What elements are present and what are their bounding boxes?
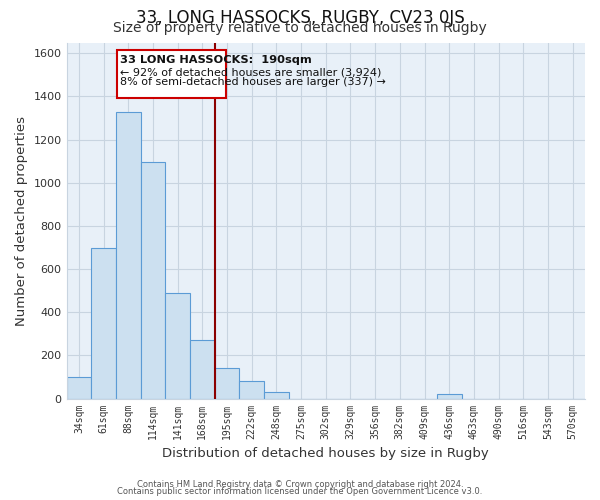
Bar — [215, 368, 239, 398]
Bar — [264, 392, 289, 398]
Text: 33 LONG HASSOCKS:  190sqm: 33 LONG HASSOCKS: 190sqm — [120, 56, 312, 66]
Text: Size of property relative to detached houses in Rugby: Size of property relative to detached ho… — [113, 21, 487, 35]
Text: Contains public sector information licensed under the Open Government Licence v3: Contains public sector information licen… — [118, 487, 482, 496]
Bar — [437, 394, 461, 398]
Bar — [67, 377, 91, 398]
FancyBboxPatch shape — [117, 50, 226, 98]
Bar — [239, 382, 264, 398]
Bar — [116, 112, 140, 399]
Bar — [165, 293, 190, 399]
Text: 8% of semi-detached houses are larger (337) →: 8% of semi-detached houses are larger (3… — [120, 77, 386, 87]
Bar — [91, 248, 116, 398]
Bar — [140, 162, 165, 398]
Bar — [190, 340, 215, 398]
Text: ← 92% of detached houses are smaller (3,924): ← 92% of detached houses are smaller (3,… — [120, 68, 382, 78]
Text: 33, LONG HASSOCKS, RUGBY, CV23 0JS: 33, LONG HASSOCKS, RUGBY, CV23 0JS — [136, 9, 464, 27]
Y-axis label: Number of detached properties: Number of detached properties — [15, 116, 28, 326]
X-axis label: Distribution of detached houses by size in Rugby: Distribution of detached houses by size … — [163, 447, 489, 460]
Text: Contains HM Land Registry data © Crown copyright and database right 2024.: Contains HM Land Registry data © Crown c… — [137, 480, 463, 489]
